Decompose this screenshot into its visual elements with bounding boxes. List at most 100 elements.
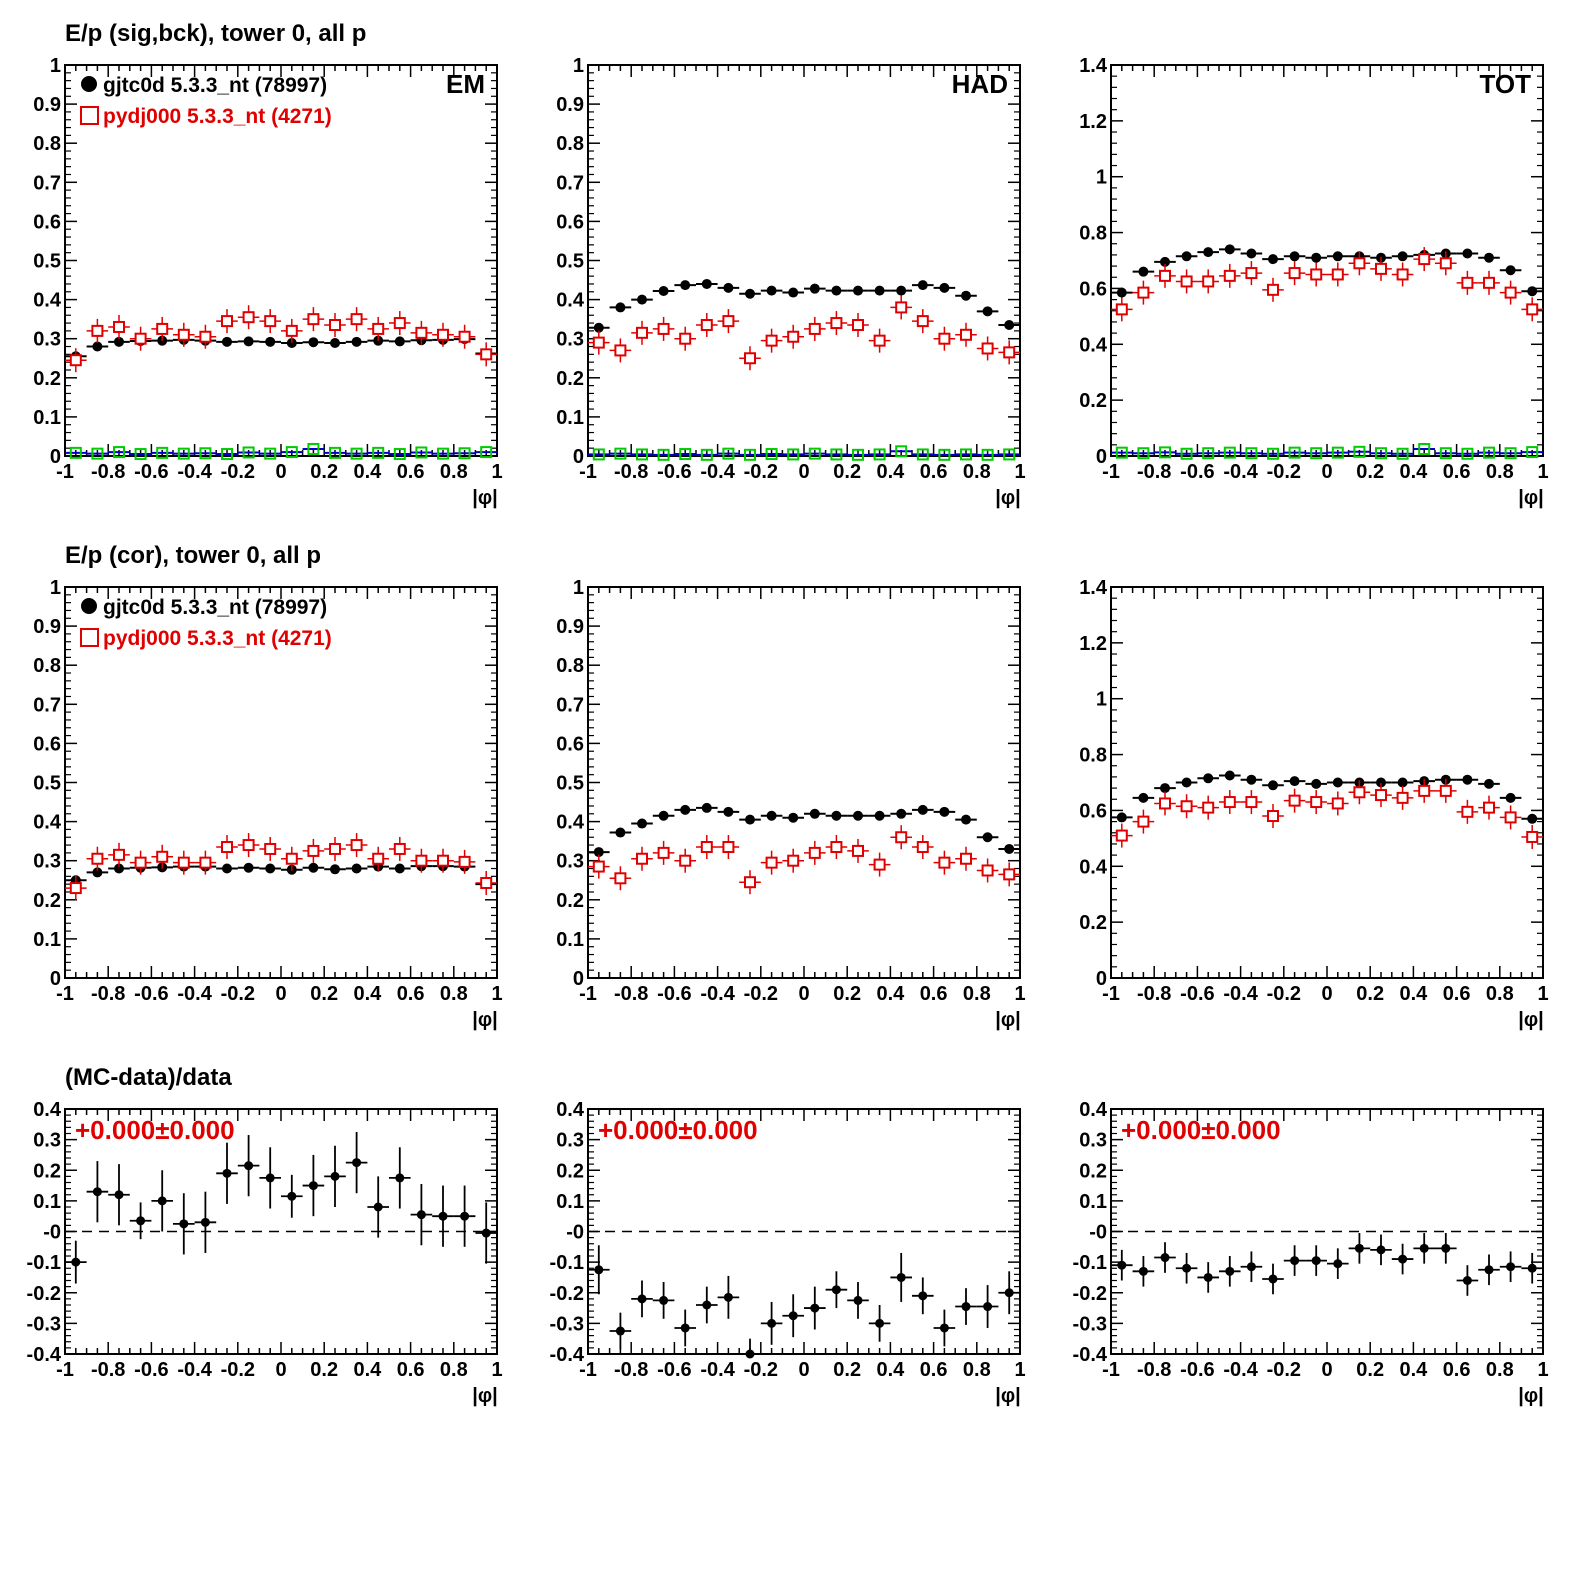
y-tick-label: 0.2 [33, 1160, 61, 1182]
x-axis-label: |φ| [995, 1009, 1021, 1031]
y-tick-label: -0.2 [550, 1283, 584, 1305]
bck-point [242, 446, 255, 459]
data-point [723, 806, 734, 817]
bck-point [1137, 447, 1150, 460]
mc-point [480, 876, 493, 889]
x-tick-label: -1 [579, 983, 597, 1005]
ratio-point [395, 1173, 405, 1183]
mc-point [221, 841, 233, 854]
x-tick-label: -0.6 [134, 461, 168, 483]
x-tick-label: 0 [275, 1359, 286, 1381]
x-axis-label: |φ| [1518, 1009, 1544, 1031]
ratio-point [265, 1173, 275, 1183]
data-point [1311, 778, 1322, 789]
mc-point [830, 841, 843, 854]
mc-point [1159, 797, 1171, 810]
legend-mc-label: pydj000 5.3.3_nt (4271) [103, 105, 332, 128]
x-tick-label: 0.4 [876, 1359, 905, 1381]
y-tick-label: 0.3 [33, 329, 61, 351]
mc-point [700, 841, 713, 854]
mc-point [916, 841, 929, 854]
mc-point [808, 846, 821, 859]
mc-point [592, 860, 605, 873]
x-tick-label: 0.6 [397, 461, 425, 483]
ratio-point [723, 1292, 733, 1302]
data-point [1289, 251, 1300, 262]
data-point [831, 285, 842, 296]
mc-point [199, 330, 212, 343]
mc-point [285, 324, 298, 337]
y-tick-label: 1.2 [1079, 111, 1107, 133]
mc-point [415, 326, 428, 339]
bck-point [852, 448, 864, 461]
panel-9: -1 -0.8 -0.6 -0.4 -0.2 0 0.2 0.4 0.6 0.8 1|φ|-0.4-… [1073, 1099, 1549, 1407]
data-point [593, 847, 604, 858]
y-tick-label: -0.3 [550, 1313, 584, 1335]
data-point [874, 285, 885, 296]
x-tick-label: 0.4 [353, 1359, 382, 1381]
ratio-point [92, 1187, 102, 1197]
x-tick-label: -0.8 [1137, 461, 1171, 483]
data-point [917, 804, 928, 815]
bck-point [199, 447, 212, 460]
data-point [593, 322, 604, 333]
x-tick-label: -0.8 [91, 983, 125, 1005]
ratio-point [983, 1302, 993, 1312]
y-tick-label: -0.2 [27, 1283, 61, 1305]
y-tick-label: 0.9 [33, 94, 61, 116]
mc-point [221, 315, 233, 328]
ratio-point [200, 1217, 210, 1227]
y-tick-label: 0 [50, 446, 61, 468]
y-tick-label: 0.3 [556, 851, 584, 873]
mc-point [1288, 267, 1301, 280]
x-tick-label: 1 [1537, 983, 1548, 1005]
data-point [723, 282, 734, 293]
data-point [1181, 251, 1192, 262]
ratio-point [1354, 1243, 1364, 1253]
y-tick-label: 0.5 [556, 773, 584, 795]
mc-point [1396, 791, 1409, 804]
panel-label: HAD [952, 69, 1008, 99]
bck-point [700, 448, 713, 461]
mc-point [1115, 829, 1128, 842]
bck-point [69, 446, 82, 459]
x-axis-label: |φ| [472, 487, 498, 509]
x-tick-label: 0.8 [963, 983, 991, 1005]
y-tick-label: 0.2 [1079, 1160, 1107, 1182]
mc-point [938, 332, 951, 345]
mc-point [437, 854, 449, 867]
mc-point [91, 852, 104, 865]
x-tick-label: 0.2 [833, 461, 861, 483]
mc-point [722, 315, 735, 328]
y-tick-label: -0.1 [27, 1252, 61, 1274]
panel-5: -1 -0.8 -0.6 -0.4 -0.2 0 0.2 0.4 0.6 0.8 1 |φ| 0 0.1 0… [556, 577, 1025, 1031]
mc-point [1461, 805, 1474, 818]
mc-point [787, 330, 800, 343]
mc-point [787, 854, 800, 867]
bck-point [177, 447, 190, 460]
x-tick-label: -0.6 [657, 1359, 691, 1381]
x-axis-label: |φ| [472, 1009, 498, 1031]
data-point [1203, 773, 1214, 784]
x-tick-label: -0.2 [221, 461, 255, 483]
data-point [701, 278, 712, 289]
ratio-annotation: +0.000±0.000 [598, 1115, 758, 1145]
y-tick-label: 0.8 [556, 655, 584, 677]
mc-point [1003, 868, 1016, 881]
y-tick-label: 1 [1096, 167, 1107, 189]
y-tick-label: 0 [573, 968, 584, 990]
data-point [222, 336, 232, 347]
bck-point [1003, 448, 1016, 461]
x-tick-label: -0.8 [614, 1359, 648, 1381]
mc-point [1331, 797, 1344, 810]
bck-point [221, 448, 233, 461]
data-point [745, 814, 755, 825]
y-tick-label: 0.2 [556, 368, 584, 390]
ratio-point [637, 1294, 647, 1304]
bck-point [1288, 446, 1301, 459]
mc-point [916, 315, 929, 328]
ratio-point [71, 1257, 81, 1267]
x-tick-label: -0.8 [91, 1359, 125, 1381]
mc-point [113, 320, 125, 333]
x-tick-label: -0.4 [177, 983, 212, 1005]
